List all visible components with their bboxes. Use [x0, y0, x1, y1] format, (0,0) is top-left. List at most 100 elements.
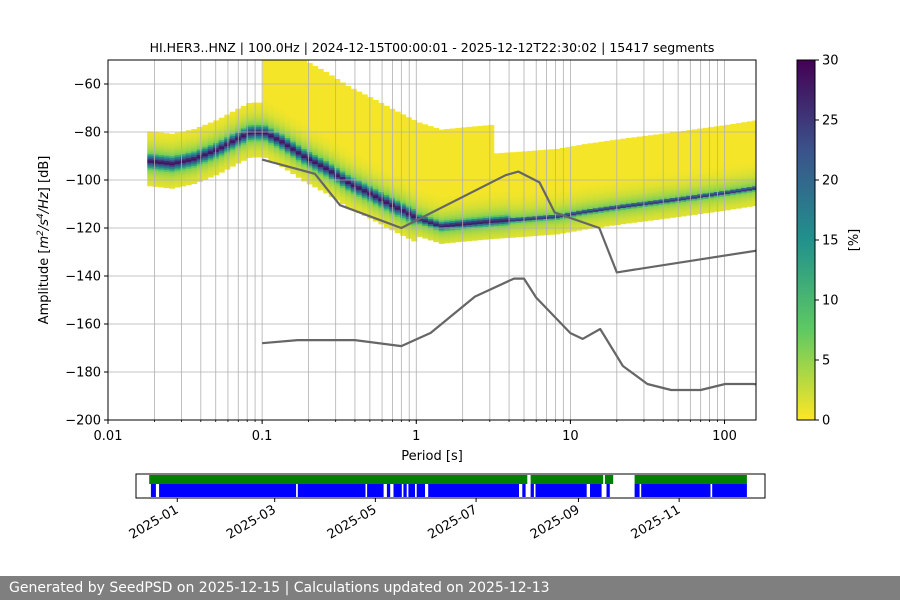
heatmap-cell [603, 205, 610, 209]
heatmap-cell [224, 145, 231, 148]
heatmap-cell [653, 192, 660, 195]
heatmap-cell [422, 194, 429, 198]
heatmap-cell [229, 138, 236, 142]
heatmap-cell [620, 145, 627, 149]
heatmap-cell [416, 144, 423, 147]
heatmap-cell [295, 68, 302, 72]
heatmap-cell [400, 224, 407, 227]
heatmap-cell [262, 153, 269, 157]
heatmap-cell [477, 203, 484, 206]
heatmap-cell [224, 166, 231, 170]
heatmap-cell [295, 60, 302, 63]
heatmap-cell [196, 137, 203, 141]
heatmap-cell [636, 179, 643, 183]
heatmap-cell [411, 121, 418, 125]
heatmap-cell [158, 152, 165, 156]
heatmap-cell [427, 228, 434, 232]
heatmap-cell [416, 196, 423, 200]
heatmap-cell [328, 79, 335, 82]
heatmap-cell [328, 125, 335, 129]
heatmap-cell [196, 127, 203, 130]
heatmap-cell [460, 215, 467, 219]
heatmap-cell [218, 159, 225, 162]
heatmap-cell [147, 158, 154, 162]
heatmap-cell [449, 196, 456, 200]
heatmap-cell [328, 161, 335, 165]
heatmap-cell [202, 160, 209, 164]
heatmap-cell [246, 115, 253, 119]
heatmap-cell [224, 132, 231, 136]
heatmap-cell [554, 222, 561, 226]
heatmap-cell [345, 129, 352, 132]
heatmap-cell [224, 159, 231, 163]
heatmap-cell [218, 117, 225, 121]
heatmap-cell [394, 154, 401, 158]
heatmap-cell [312, 161, 319, 164]
heatmap-cell [559, 225, 566, 229]
heatmap-cell [642, 204, 649, 207]
heatmap-cell [559, 164, 566, 167]
heatmap-cell [515, 184, 522, 187]
heatmap-cell [482, 192, 489, 195]
heatmap-cell [455, 156, 462, 160]
heatmap-cell [669, 153, 676, 157]
heatmap-cell [669, 179, 676, 182]
heatmap-cell [427, 225, 434, 228]
heatmap-cell [229, 118, 236, 122]
heatmap-cell [565, 211, 572, 215]
heatmap-cell [350, 97, 357, 101]
heatmap-cell [510, 206, 517, 209]
heatmap-cell [185, 132, 192, 135]
heatmap-cell [658, 151, 665, 155]
heatmap-cell [257, 120, 264, 124]
heatmap-cell [482, 134, 489, 138]
heatmap-cell [290, 83, 297, 86]
heatmap-cell [345, 188, 352, 192]
heatmap-cell [669, 184, 676, 188]
heatmap-cell [180, 147, 187, 151]
heatmap-cell [565, 177, 572, 181]
heatmap-cell [477, 142, 484, 145]
heatmap-cell [449, 159, 456, 162]
heatmap-cell [460, 143, 467, 147]
heatmap-cell [323, 138, 330, 142]
heatmap-cell [383, 172, 390, 176]
heatmap-cell [576, 202, 583, 206]
heatmap-cell [647, 194, 654, 198]
heatmap-cell [323, 111, 330, 115]
heatmap-cell [345, 174, 352, 177]
heatmap-cell [290, 153, 297, 157]
heatmap-cell [587, 199, 594, 202]
heatmap-cell [361, 188, 368, 191]
heatmap-cell [482, 129, 489, 132]
heatmap-cell [488, 207, 495, 211]
heatmap-cell [438, 223, 445, 226]
heatmap-cell [306, 160, 313, 163]
heatmap-cell [460, 222, 467, 226]
heatmap-cell [647, 137, 654, 140]
heatmap-cell [158, 163, 165, 166]
heatmap-cell [565, 156, 572, 159]
heatmap-cell [262, 124, 269, 128]
heatmap-cell [405, 147, 412, 151]
heatmap-cell [383, 224, 390, 228]
heatmap-cell [642, 135, 649, 139]
heatmap-cell [174, 177, 181, 181]
heatmap-cell [532, 231, 539, 235]
heatmap-cell [279, 67, 286, 70]
heatmap-cell [229, 129, 236, 133]
heatmap-cell [658, 137, 665, 141]
heatmap-cell [570, 228, 577, 232]
heatmap-cell [587, 170, 594, 173]
heatmap-cell [328, 165, 335, 169]
heatmap-cell [339, 109, 346, 113]
heatmap-cell [488, 189, 495, 193]
heatmap-cell [290, 149, 297, 153]
heatmap-cell [433, 160, 440, 163]
heatmap-cell [493, 227, 500, 230]
heatmap-cell [636, 192, 643, 196]
heatmap-cell [268, 93, 275, 97]
heatmap-cell [372, 195, 379, 199]
heatmap-cell [213, 131, 220, 134]
heatmap-cell [196, 145, 203, 148]
